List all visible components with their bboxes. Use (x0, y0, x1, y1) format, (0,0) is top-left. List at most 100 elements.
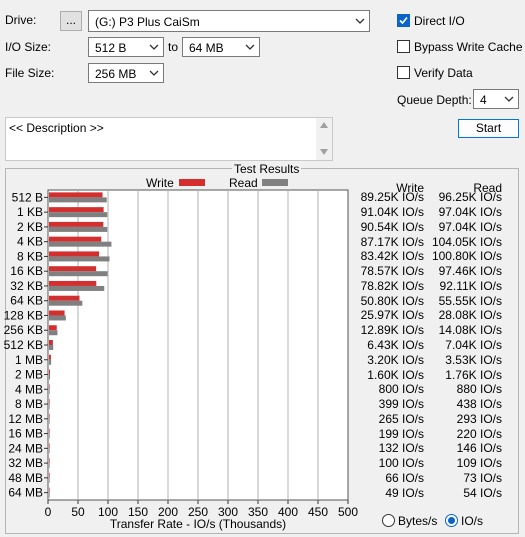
chevron-down-icon (149, 70, 159, 76)
x-tick-label: 200 (158, 505, 178, 519)
verify-data-checkbox[interactable] (397, 66, 410, 79)
bypass-write-cache-checkbox[interactable] (397, 40, 410, 53)
io-size-label: I/O Size: (5, 40, 52, 54)
verify-data-label: Verify Data (414, 66, 473, 80)
write-bar (49, 280, 97, 286)
read-value: 73 IO/s (463, 470, 502, 485)
write-value: 265 IO/s (378, 411, 424, 426)
write-bar (49, 384, 50, 390)
read-value: 92.11K IO/s (439, 278, 502, 293)
queue-depth-value: 4 (480, 93, 487, 107)
write-bar (49, 221, 104, 227)
drive-label: Drive: (5, 13, 37, 27)
write-value: 87.17K IO/s (360, 234, 424, 249)
y-tick-label: 24 MB (8, 441, 43, 455)
y-tick-label: 4 MB (15, 382, 43, 396)
chevron-down-icon (245, 44, 255, 50)
io-size-to-select[interactable]: 64 MB (182, 37, 260, 57)
read-bar (49, 374, 51, 380)
x-tick-label: 100 (98, 505, 118, 519)
file-size-value: 256 MB (95, 67, 137, 81)
y-tick-label: 16 KB (10, 264, 43, 278)
browse-button[interactable]: ... (60, 11, 82, 31)
write-bar (49, 443, 50, 449)
ios-per-sec-radio[interactable] (445, 514, 458, 527)
bytes-per-sec-radio[interactable] (382, 514, 395, 527)
read-bar (49, 226, 108, 232)
y-tick-label: 512 KB (4, 338, 43, 352)
write-bar (49, 399, 50, 405)
read-value: 96.25K IO/s (438, 190, 502, 205)
write-value: 66 IO/s (385, 470, 424, 485)
scroll-up-icon[interactable] (320, 122, 328, 128)
read-bar (49, 256, 110, 262)
write-bar (49, 207, 104, 213)
io-size-from-select[interactable]: 512 B (88, 37, 164, 57)
y-tick-label: 48 MB (8, 471, 43, 485)
description-scrollbar[interactable] (316, 118, 332, 160)
write-bar (49, 487, 50, 493)
y-tick-label: 8 MB (15, 397, 43, 411)
write-value: 78.82K IO/s (360, 278, 424, 293)
read-bar (49, 345, 54, 350)
y-tick-label: 128 KB (4, 308, 43, 322)
write-bar (49, 369, 50, 375)
read-value: 28.08K IO/s (438, 308, 502, 323)
x-tick-label: 450 (308, 505, 328, 519)
read-bar (49, 300, 83, 306)
read-bar (49, 241, 112, 247)
read-value: 97.46K IO/s (438, 264, 502, 279)
y-tick-label: 12 MB (8, 412, 43, 426)
write-bar (49, 310, 65, 316)
start-button[interactable]: Start (458, 119, 519, 138)
direct-io-checkbox[interactable] (397, 14, 410, 27)
drive-select[interactable]: (G:) P3 Plus CaiSm (88, 10, 370, 32)
description-text: << Description >> (9, 121, 104, 135)
io-size-from-value: 512 B (95, 41, 127, 55)
chevron-down-icon (504, 96, 514, 102)
y-tick-label: 32 MB (8, 456, 43, 470)
write-value: 1.60K IO/s (367, 367, 424, 382)
write-bar (49, 472, 50, 478)
chevron-down-icon (149, 44, 159, 50)
write-value: 800 IO/s (378, 382, 424, 397)
check-icon (399, 16, 408, 25)
y-tick-label: 4 KB (17, 235, 43, 249)
read-value: 100.80K IO/s (431, 249, 502, 264)
direct-io-label: Direct I/O (414, 14, 465, 28)
test-results-title: Test Results (232, 162, 302, 176)
file-size-select[interactable]: 256 MB (88, 63, 164, 83)
y-tick-label: 64 KB (10, 294, 43, 308)
read-bar (49, 212, 108, 218)
read-bar (49, 330, 58, 336)
io-size-to-value: 64 MB (189, 41, 224, 55)
scroll-down-icon[interactable] (320, 149, 328, 155)
read-value: 7.04K IO/s (445, 338, 502, 352)
read-value: 54 IO/s (463, 485, 502, 500)
y-tick-label: 1 KB (17, 205, 43, 219)
read-bar (49, 433, 50, 439)
y-tick-label: 32 KB (10, 279, 43, 293)
y-tick-label: 2 KB (17, 220, 43, 234)
write-value: 132 IO/s (378, 441, 424, 456)
x-tick-label: 300 (218, 505, 238, 519)
read-value: 146 IO/s (456, 441, 502, 456)
bytes-per-sec-label: Bytes/s (398, 514, 438, 528)
write-value: 3.20K IO/s (367, 352, 424, 367)
read-bar (49, 448, 50, 454)
read-value: 97.04K IO/s (438, 205, 502, 220)
y-tick-label: 8 KB (17, 249, 43, 263)
write-value: 6.43K IO/s (367, 338, 424, 352)
x-tick-label: 0 (45, 505, 52, 519)
y-tick-label: 1 MB (15, 353, 43, 367)
read-value: 293 IO/s (456, 411, 502, 426)
read-bar (49, 404, 50, 410)
write-bar (49, 251, 100, 257)
queue-depth-select[interactable]: 4 (473, 89, 519, 109)
description-textarea[interactable]: << Description >> (5, 117, 333, 161)
read-value: 97.04K IO/s (438, 219, 502, 234)
y-tick-label: 2 MB (15, 368, 43, 382)
write-bar (49, 325, 57, 331)
read-column-header: Read (473, 181, 502, 195)
read-bar (49, 271, 108, 277)
